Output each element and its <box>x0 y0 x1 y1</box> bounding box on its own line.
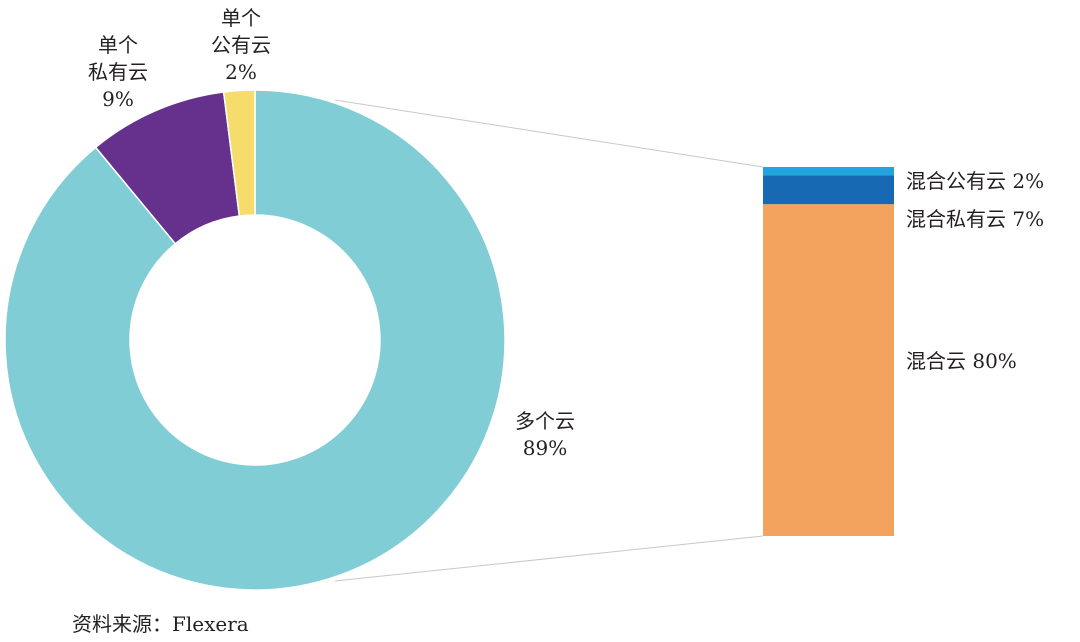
bar-label-hybrid-public: 混合公有云 2% <box>906 169 1044 193</box>
bar-label-hybrid-private: 混合私有云 7% <box>906 207 1044 231</box>
donut-slice-single-public <box>222 89 256 217</box>
donut-label-multi: 多个云 89% <box>515 409 575 460</box>
donut-slice-multi <box>4 89 506 591</box>
donut-label-single-private: 单个私有云 9% <box>88 33 148 111</box>
breakdown-connector-lines <box>334 99 764 582</box>
chart-labels: 多个云 89% 单个私有云 9% 单个公有云 2% 混合公有云 2% 混合私有云 7% 混合云 … <box>88 6 1044 460</box>
source-note: 资料来源：Flexera <box>72 612 249 636</box>
breakdown-stacked-bar <box>763 167 894 536</box>
bar-segment-hybrid <box>763 204 894 536</box>
bar-segment-hybrid-public <box>763 167 894 176</box>
bar-label-hybrid: 混合云 80% <box>906 349 1017 373</box>
donut-label-single-public: 单个公有云 2% <box>211 6 271 84</box>
connector-line-bottom <box>334 535 764 582</box>
connector-line-top <box>334 99 764 168</box>
donut-chart <box>4 89 506 591</box>
bar-segment-hybrid-private <box>763 175 894 205</box>
